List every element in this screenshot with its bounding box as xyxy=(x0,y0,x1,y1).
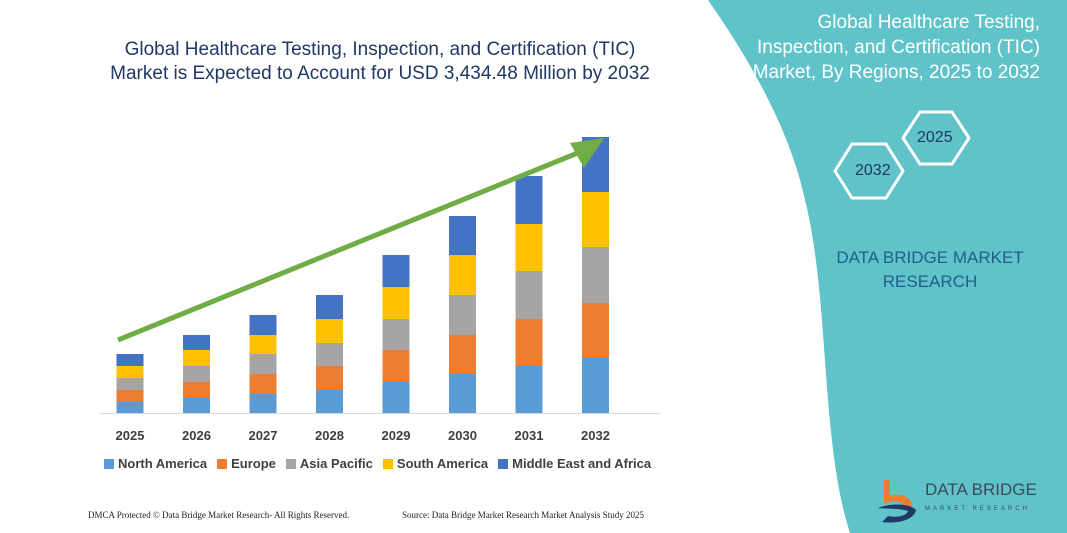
bar-segment xyxy=(316,343,343,366)
bar-segment xyxy=(183,335,210,350)
bar-segment xyxy=(582,192,609,247)
legend-item: North America xyxy=(104,456,207,471)
x-tick-label: 2032 xyxy=(581,428,610,443)
legend-swatch xyxy=(104,459,114,469)
legend-item: Europe xyxy=(217,456,276,471)
bar-segment xyxy=(449,255,476,295)
legend-swatch xyxy=(285,459,296,469)
logo-text: DATA BRIDGE xyxy=(925,480,1037,499)
legend-item: South America xyxy=(382,456,489,471)
hex-top-label: 2025 xyxy=(917,129,953,146)
legend-swatch xyxy=(217,459,228,469)
bar-segment xyxy=(116,378,144,390)
bar-segment xyxy=(449,295,476,335)
bar-segment xyxy=(249,374,277,394)
bar-segment xyxy=(116,402,144,413)
bar-segment xyxy=(449,216,476,255)
bar-segment xyxy=(249,394,277,413)
trend-arrow-head xyxy=(570,138,604,168)
bar-segment xyxy=(183,382,210,398)
bar-segment xyxy=(582,358,609,413)
bar-segment xyxy=(449,335,476,374)
bar-segment xyxy=(249,315,277,335)
bar-segment xyxy=(382,350,410,382)
legend: North America Europe Asia Pacific South Ame… xyxy=(104,456,651,471)
footer-copyright: DMCA Protected © Data Bridge Market Rese… xyxy=(88,510,350,520)
x-tick-label: 2029 xyxy=(382,428,411,443)
legend-label: Middle East and Africa xyxy=(512,456,652,471)
x-tick-label: 2030 xyxy=(448,428,477,443)
bar-segment xyxy=(316,319,343,343)
bar-segment xyxy=(515,176,543,224)
legend-label: North America xyxy=(118,456,208,471)
chart-title: Global Healthcare Testing, Inspection, a… xyxy=(110,39,650,84)
bar-segment xyxy=(116,366,144,378)
bar-segment xyxy=(449,374,476,413)
bar-segment xyxy=(183,350,210,366)
bar-segment xyxy=(116,354,144,366)
legend-label: Europe xyxy=(231,456,276,471)
bar-segment xyxy=(316,390,343,413)
bar-segment xyxy=(249,335,277,354)
bar-segment xyxy=(515,319,543,366)
trend-arrow xyxy=(117,147,586,343)
brand-text: DATA BRIDGE MARKET RESEARCH xyxy=(836,248,1024,291)
bar-segment xyxy=(183,366,210,382)
x-tick-label: 2028 xyxy=(315,428,344,443)
hex-2032 xyxy=(833,142,905,200)
bar-segment xyxy=(382,319,410,350)
x-tick-label: 2031 xyxy=(515,428,544,443)
bar-segment xyxy=(515,271,543,319)
legend-item: Middle East and Africa xyxy=(498,456,651,471)
side-title: Global Healthcare Testing, Inspection, an… xyxy=(752,12,1040,83)
bar-segment xyxy=(382,382,410,413)
bar-segment xyxy=(382,287,410,319)
hex-bottom-label: 2032 xyxy=(855,162,891,179)
bar-segment xyxy=(515,366,543,413)
bar-segment xyxy=(515,224,543,271)
stacked-bar-chart: 2025 2026 2027 2028 2029 2030 2031 2032 xyxy=(100,137,660,443)
legend-label: South America xyxy=(396,456,489,471)
footer-source: Source: Data Bridge Market Research Mark… xyxy=(402,510,644,520)
logo-subtext: MARKET RESEARCH xyxy=(925,506,1030,512)
bar-segment xyxy=(382,255,410,287)
bar-segment xyxy=(316,366,343,390)
legend-swatch xyxy=(498,459,509,469)
bar-segment xyxy=(183,398,210,413)
legend-item: Asia Pacific xyxy=(285,456,373,471)
bar-segment xyxy=(582,247,609,303)
x-tick-label: 2026 xyxy=(182,428,211,443)
bar-segment xyxy=(116,390,144,402)
hex-2025 xyxy=(901,110,971,166)
bar-segment xyxy=(582,303,609,358)
x-tick-label: 2025 xyxy=(116,428,145,443)
bar-segment xyxy=(249,354,277,374)
data-bridge-logo-icon xyxy=(878,480,916,523)
legend-swatch xyxy=(382,459,393,469)
bar-segment xyxy=(316,295,343,319)
x-tick-label: 2027 xyxy=(249,428,278,443)
legend-label: Asia Pacific xyxy=(299,456,373,471)
side-panel xyxy=(708,0,1067,533)
